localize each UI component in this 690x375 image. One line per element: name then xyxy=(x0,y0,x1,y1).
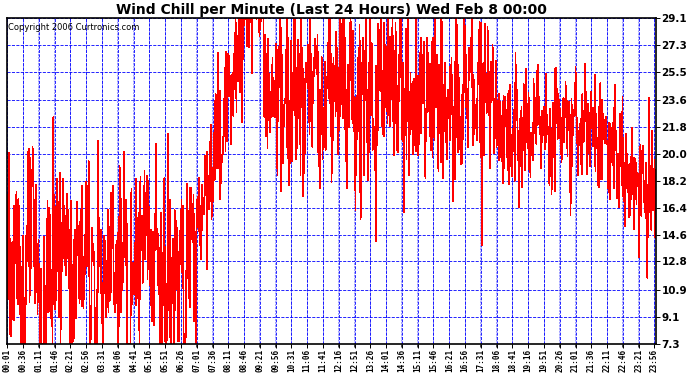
Text: Copyright 2006 Curtronics.com: Copyright 2006 Curtronics.com xyxy=(8,23,139,32)
Title: Wind Chill per Minute (Last 24 Hours) Wed Feb 8 00:00: Wind Chill per Minute (Last 24 Hours) We… xyxy=(116,3,546,17)
